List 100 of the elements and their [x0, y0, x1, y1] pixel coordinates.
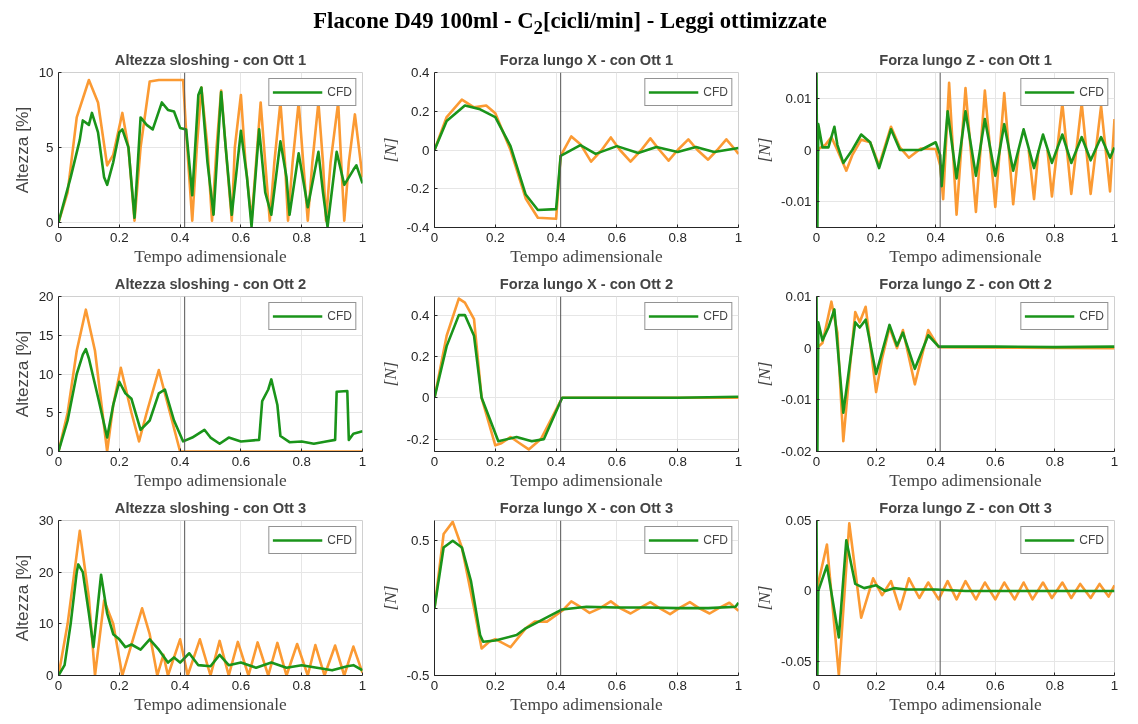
y-tick-label: 10 [38, 65, 54, 80]
x-tick-label: 0.2 [110, 229, 129, 245]
y-axis-title: Altezza [%] [11, 106, 32, 194]
legend-label: CFD [703, 309, 728, 323]
x-tick-label: 1 [358, 453, 367, 469]
x-tick-label: 0.4 [170, 229, 190, 245]
x-tick-label: 0.8 [668, 229, 687, 245]
x-tick-label: 0.6 [607, 453, 627, 469]
chart-title: Forza lungo X - con Ott 1 [499, 51, 674, 68]
x-axis-title: Tempo adimensionale [134, 246, 287, 266]
y-tick-label: 20 [38, 289, 54, 304]
x-tick-label: 0.2 [486, 677, 505, 693]
x-tick-label: 1 [734, 677, 743, 693]
x-axis-title: Tempo adimensionale [889, 694, 1042, 714]
x-tick-label: 0.2 [866, 229, 886, 245]
y-tick-label: 0.05 [785, 513, 812, 528]
y-axis-title: [N] [380, 361, 400, 387]
y-tick-label: 0.01 [785, 90, 812, 106]
x-axis-title: Tempo adimensionale [889, 246, 1042, 266]
legend-label: CFD [1079, 533, 1104, 547]
y-tick-label: -0.5 [406, 668, 430, 683]
y-tick-label: 0.4 [410, 307, 431, 323]
x-tick-label: 0.2 [486, 453, 505, 469]
x-tick-label: 0.4 [546, 453, 566, 469]
y-tick-label: 0.01 [785, 289, 812, 304]
legend-label: CFD [1079, 309, 1104, 323]
x-tick-label: 0.6 [986, 229, 1005, 245]
x-tick-label: 1 [734, 229, 743, 245]
x-axis-title: Tempo adimensionale [134, 694, 287, 714]
legend-label: CFD [327, 85, 352, 99]
x-tick-label: 0.6 [986, 677, 1005, 693]
x-axis-title: Tempo adimensionale [510, 470, 663, 490]
y-axis-title: Altezza [%] [11, 554, 32, 642]
x-tick-label: 0.4 [926, 229, 946, 245]
x-tick-label: 0.4 [926, 677, 946, 693]
x-tick-label: 0.6 [607, 229, 627, 245]
legend-label: CFD [1079, 85, 1104, 99]
x-tick-label: 1 [358, 677, 367, 693]
y-tick-label: 20 [38, 564, 54, 580]
x-tick-label: 0.6 [231, 229, 251, 245]
legend-label: CFD [703, 533, 728, 547]
x-tick-label: 0.8 [292, 677, 311, 693]
y-axis-title: [N] [755, 361, 775, 387]
x-tick-label: 0.4 [170, 677, 190, 693]
x-tick-label: 0.8 [1045, 677, 1065, 693]
y-tick-label: 0 [804, 340, 812, 356]
y-tick-label: -0.4 [406, 220, 431, 235]
x-tick-label: 1 [358, 229, 367, 245]
y-tick-label: -0.05 [781, 653, 812, 669]
y-axis-title: Altezza [%] [11, 330, 32, 418]
legend-label: CFD [327, 309, 352, 323]
y-tick-label: 10 [38, 616, 54, 632]
x-tick-label: 0.4 [926, 453, 946, 469]
x-tick-label: 0.4 [170, 453, 190, 469]
legend-label: CFD [327, 533, 352, 547]
chart-title: Forza lungo X - con Ott 3 [499, 499, 674, 516]
x-tick-label: 0.6 [607, 677, 627, 693]
x-tick-label: 0.6 [231, 453, 251, 469]
x-tick-label: 0.8 [668, 677, 687, 693]
y-axis-title: [N] [380, 137, 400, 163]
y-tick-label: 0.2 [410, 348, 430, 364]
chart-title: Forza lungo Z - con Ott 3 [879, 499, 1052, 516]
x-axis-title: Tempo adimensionale [889, 470, 1042, 490]
x-tick-label: 1 [1110, 677, 1119, 693]
text: Flacone D49 100ml - C$_{2}$[cicli/min] - Leggi ottimizzate [313, 7, 827, 40]
y-tick-label: -0.2 [406, 181, 430, 197]
y-tick-label: -0.02 [781, 444, 812, 459]
x-tick-label: 0.8 [292, 229, 311, 245]
y-tick-label: 0 [422, 142, 430, 158]
y-tick-label: 10 [38, 366, 54, 382]
x-tick-label: 0.8 [1045, 229, 1065, 245]
x-tick-label: 0.2 [110, 677, 129, 693]
x-axis-title: Tempo adimensionale [510, 694, 663, 714]
y-tick-label: 0 [804, 142, 812, 158]
y-tick-label: 0.5 [410, 533, 430, 549]
x-tick-label: 0.6 [231, 677, 251, 693]
y-axis-title: [N] [380, 585, 400, 611]
y-tick-label: 15 [38, 327, 54, 343]
y-tick-label: 5 [46, 139, 54, 155]
chart-title: Altezza sloshing - con Ott 3 [114, 499, 307, 516]
y-tick-label: 0 [46, 214, 54, 230]
y-tick-label: 0.2 [410, 103, 430, 119]
y-tick-label: 0 [422, 600, 430, 616]
x-tick-label: 0.8 [668, 453, 687, 469]
y-tick-label: 5 [46, 405, 54, 421]
chart-title: Forza lungo X - con Ott 2 [499, 275, 674, 292]
y-tick-label: -0.01 [781, 194, 812, 210]
x-tick-label: 1 [734, 453, 743, 469]
x-tick-label: 0.8 [1045, 453, 1065, 469]
y-tick-label: 0 [804, 583, 812, 599]
x-axis-title: Tempo adimensionale [134, 470, 287, 490]
chart-title: Altezza sloshing - con Ott 1 [114, 51, 307, 68]
y-tick-label: -0.01 [781, 392, 812, 408]
x-tick-label: 0.4 [546, 677, 566, 693]
x-tick-label: 1 [1110, 229, 1119, 245]
y-tick-label: -0.2 [406, 431, 430, 447]
x-tick-label: 0.2 [110, 453, 129, 469]
x-tick-label: 0.2 [866, 453, 886, 469]
x-tick-label: 0.4 [546, 229, 566, 245]
x-tick-label: 0.8 [292, 453, 311, 469]
